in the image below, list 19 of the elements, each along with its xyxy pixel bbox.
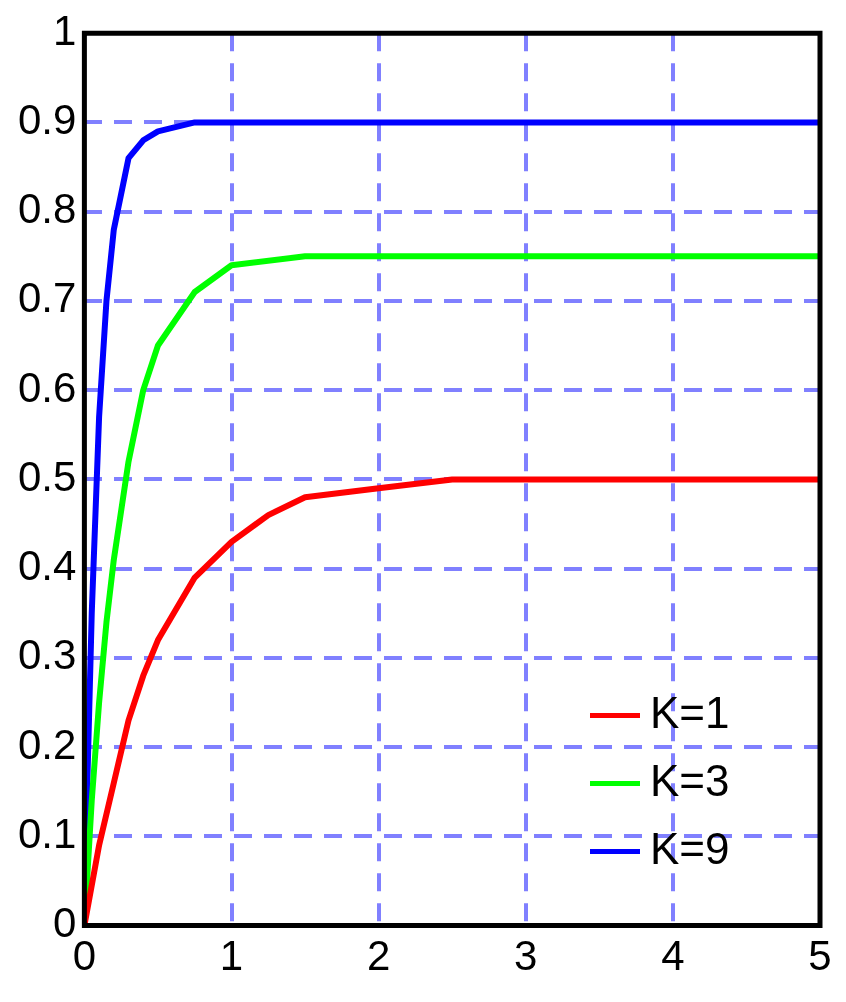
legend-label: K=3 — [650, 755, 730, 805]
x-tick-label: 4 — [661, 932, 685, 980]
y-tick-label: 0 — [53, 899, 77, 947]
y-tick-label: 0.1 — [18, 809, 77, 857]
y-tick-label: 0.3 — [18, 631, 77, 679]
y-tick-label: 0.2 — [18, 720, 77, 768]
y-tick-label: 0.6 — [18, 363, 77, 411]
x-tick-label: 3 — [514, 932, 538, 980]
x-tick-label: 2 — [366, 932, 391, 980]
legend-label: K=1 — [650, 687, 730, 737]
y-tick-label: 0.9 — [18, 96, 77, 144]
y-tick-label: 0.8 — [18, 185, 77, 233]
y-tick-label: 1 — [53, 6, 77, 54]
y-tick-label: 0.4 — [18, 542, 77, 590]
legend-label: K=9 — [650, 823, 730, 873]
x-tick-label: 5 — [808, 932, 832, 980]
y-tick-label: 0.7 — [18, 274, 77, 322]
x-tick-label: 1 — [219, 932, 244, 980]
y-tick-label: 0.5 — [18, 452, 77, 500]
